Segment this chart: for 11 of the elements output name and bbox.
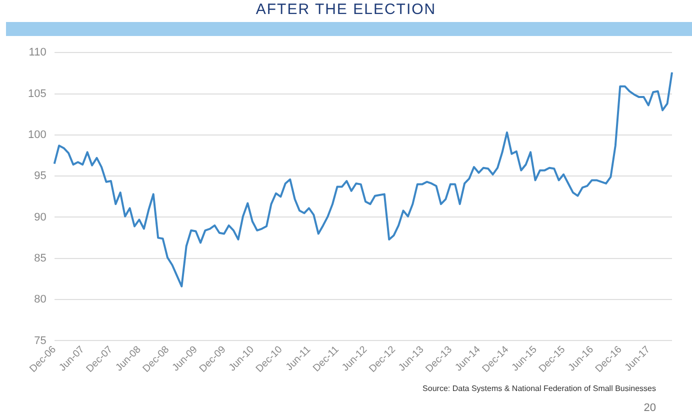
y-tick-label: 90 <box>34 211 46 224</box>
y-tick-label: 100 <box>28 128 46 141</box>
y-tick-label: 80 <box>34 294 46 306</box>
y-tick-label: 95 <box>34 170 46 182</box>
y-tick-label: 75 <box>34 334 46 347</box>
y-tick-label: 110 <box>28 46 46 59</box>
source-note: Source: Data Systems & National Federation of Small Businesses <box>422 384 656 393</box>
chart-title: AFTER THE ELECTION <box>254 1 438 18</box>
y-tick-label: 85 <box>34 252 46 264</box>
text: 20 <box>644 402 656 414</box>
y-tick-label: 105 <box>28 88 46 100</box>
